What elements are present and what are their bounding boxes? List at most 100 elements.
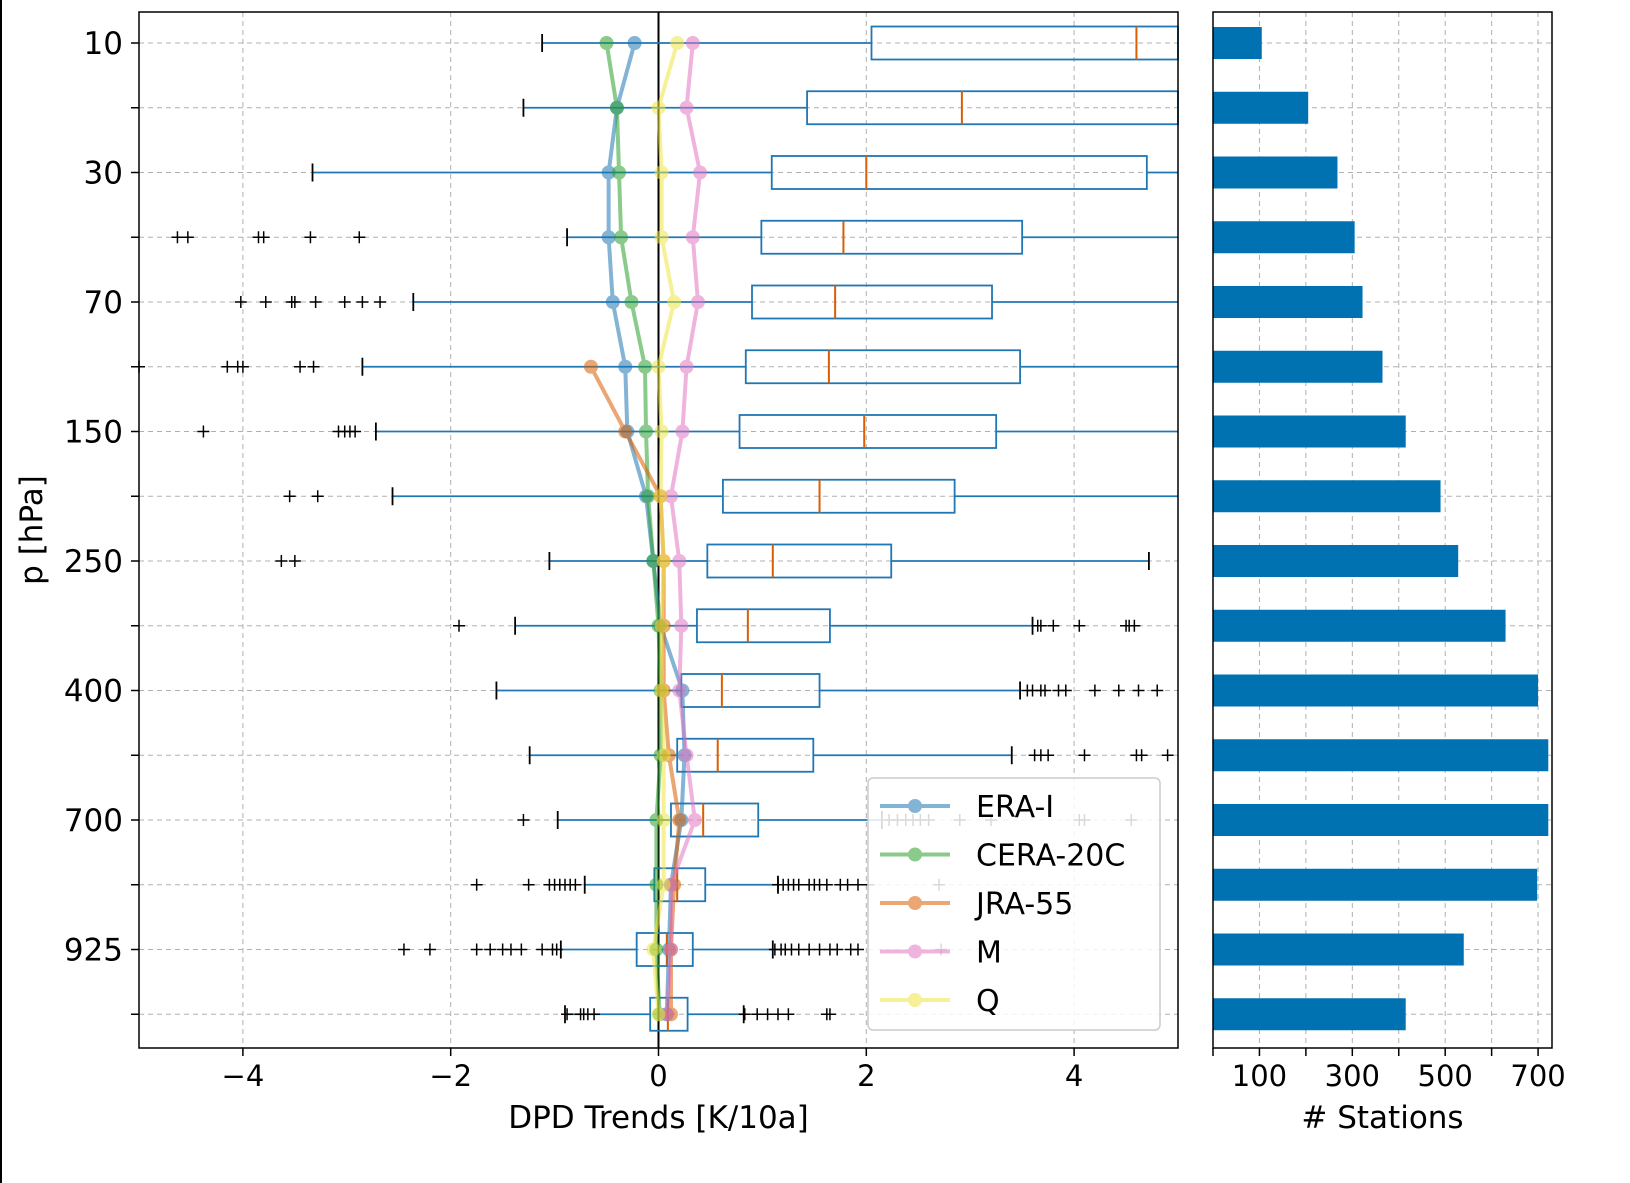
series-point <box>675 424 690 439</box>
series-point <box>679 100 694 115</box>
series-point <box>672 813 687 827</box>
box <box>751 284 993 320</box>
flier <box>257 231 270 244</box>
series-point <box>693 165 708 180</box>
series-M <box>659 36 708 1022</box>
flier <box>1151 684 1164 697</box>
stations-bar-700 <box>1213 804 1549 836</box>
series-point <box>583 359 598 374</box>
stations-x-ticks: 100 300 500 700 <box>1212 1048 1566 1093</box>
series-point <box>654 683 669 698</box>
series-line <box>664 42 703 1015</box>
x-tick-label: −2 <box>429 1059 472 1093</box>
flier <box>374 296 387 308</box>
flier <box>813 943 826 956</box>
flier <box>470 878 483 891</box>
series-point <box>618 424 633 439</box>
flier <box>1034 619 1047 632</box>
series-line <box>604 42 663 1015</box>
flier <box>234 296 247 308</box>
series-point <box>639 424 654 439</box>
stations-bar-50 <box>1213 221 1355 254</box>
y-tick-label: 925 <box>64 933 123 969</box>
flier <box>221 360 234 373</box>
series-point <box>614 230 629 245</box>
flier <box>515 943 528 956</box>
flier <box>423 943 436 956</box>
series-point <box>641 489 656 504</box>
flier <box>569 878 582 891</box>
legend-label: Q <box>976 984 1000 1019</box>
flier <box>792 878 805 891</box>
flier <box>517 814 530 826</box>
flier <box>283 490 296 503</box>
series-point <box>599 36 614 50</box>
flier <box>1042 749 1055 762</box>
series-point <box>618 359 633 374</box>
flier <box>1047 619 1060 632</box>
box-300 <box>514 608 1034 644</box>
flier <box>738 1008 751 1021</box>
series-point <box>687 813 702 827</box>
stations-x-tick-label: 700 <box>1510 1059 1565 1093</box>
stations-x-axis-label: # Stations <box>1301 1100 1463 1136</box>
flier <box>356 296 369 308</box>
series-point <box>667 295 682 309</box>
series-point <box>679 748 694 763</box>
box-500 <box>528 737 1013 773</box>
series-point <box>601 165 616 180</box>
flier <box>304 231 317 244</box>
flier <box>353 231 366 244</box>
series-point <box>672 554 687 568</box>
stations-x-tick-label: 100 <box>1232 1059 1287 1093</box>
flier <box>470 943 483 956</box>
series-point <box>685 230 700 245</box>
flier <box>504 943 517 956</box>
flier <box>275 555 288 567</box>
stations-bar-850 <box>1213 868 1538 901</box>
left-border <box>0 0 2 1183</box>
series-point <box>663 942 678 957</box>
legend-swatch <box>880 847 950 862</box>
legend-swatch <box>880 799 950 813</box>
series-point <box>624 295 639 309</box>
flier <box>851 878 864 891</box>
legend-label: ERA-I <box>976 790 1054 825</box>
flier <box>751 1008 764 1021</box>
series-point <box>654 618 669 633</box>
x-axis-label: DPD Trends [K/10a] <box>508 1100 809 1136</box>
legend-item-ERA-I: ERA-I <box>880 790 1054 825</box>
flier <box>309 296 322 308</box>
series-point <box>654 230 669 245</box>
flier <box>771 1008 784 1021</box>
legend-item-Q: Q <box>880 984 1000 1019</box>
series-point <box>679 359 694 374</box>
legend-swatch-dot <box>908 944 922 959</box>
flier <box>171 231 184 244</box>
stations-bar-100 <box>1213 350 1383 383</box>
flier <box>397 943 410 956</box>
flier <box>338 296 351 308</box>
legend-swatch-dot <box>908 847 922 862</box>
box <box>635 932 694 967</box>
series-point <box>654 165 669 180</box>
legend-item-CERA-20C: CERA-20C <box>880 839 1125 874</box>
series-point <box>651 359 666 374</box>
series-point <box>651 100 666 115</box>
flier <box>831 943 844 956</box>
series-point <box>627 36 642 50</box>
flier <box>1059 684 1072 697</box>
y-tick-label: 700 <box>64 803 123 839</box>
series-point <box>656 748 671 763</box>
flier <box>1073 619 1086 632</box>
flier <box>288 296 301 308</box>
legend-swatch-dot <box>908 993 922 1007</box>
legend-swatch-dot <box>908 799 922 813</box>
legend-label: M <box>976 936 1002 971</box>
flier <box>294 360 307 373</box>
flier <box>1132 684 1145 697</box>
stations-frame <box>1212 11 1553 1049</box>
series-point <box>656 877 671 892</box>
stations-bar-250 <box>1213 545 1459 577</box>
